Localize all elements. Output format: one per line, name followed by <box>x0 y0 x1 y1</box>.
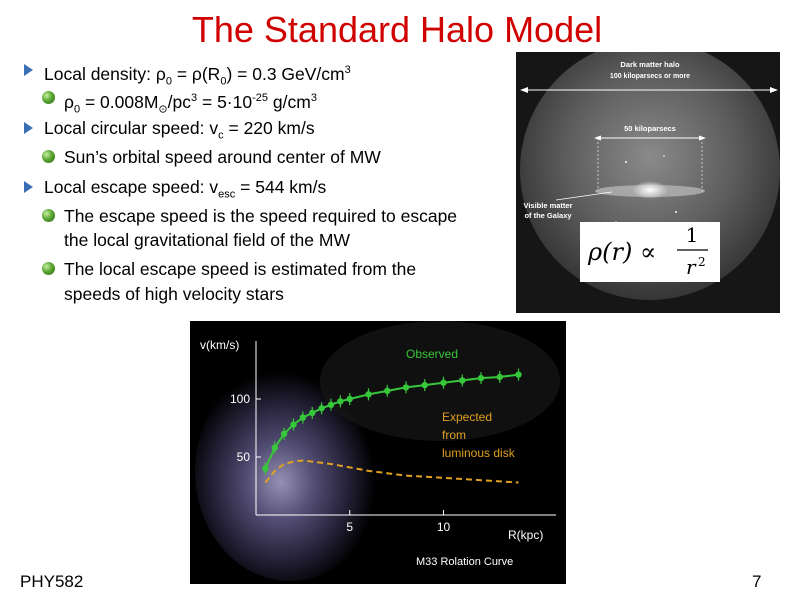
y-tick-label: 50 <box>237 450 251 464</box>
disk-label: 50 kiloparsecs <box>624 124 676 133</box>
observed-point <box>337 398 344 405</box>
background-haze <box>320 321 560 441</box>
observed-point <box>440 379 447 386</box>
observed-point <box>365 391 372 398</box>
green-bullet-icon <box>42 91 55 104</box>
green-bullet-icon <box>42 262 55 275</box>
visible-label-1: Visible matter <box>523 201 572 210</box>
observed-point <box>327 401 335 408</box>
y-axis-label: v(km/s) <box>200 338 239 352</box>
formula-lhs: ρ(r) ∝ <box>587 238 656 266</box>
bullet-escape-estimate-1: The local escape speed is estimated from… <box>64 259 417 279</box>
observed-point <box>290 421 297 428</box>
formula-denominator: r <box>686 255 697 279</box>
bullet-local-density: Local density: ρ0 = ρ(R0) = 0.3 GeV/cm3 <box>44 63 351 88</box>
x-tick-label: 5 <box>346 520 353 534</box>
arrowhead-right-icon <box>770 87 778 93</box>
observed-point <box>477 374 485 382</box>
observed-point <box>271 444 278 451</box>
bullet-escape-definition-1: The escape speed is the speed required t… <box>64 206 458 226</box>
arrowhead-left-icon <box>594 135 601 141</box>
star <box>675 211 677 213</box>
star <box>625 161 627 163</box>
course-code: PHY582 <box>20 572 84 591</box>
bullet-arrow-icon <box>24 122 33 134</box>
green-bullet-icon <box>42 150 55 163</box>
formula-exponent: 2 <box>698 255 706 269</box>
visible-matter-pointer <box>555 191 613 201</box>
bullet-circular-speed: Local circular speed: vc = 220 km/s <box>44 118 315 142</box>
observed-point <box>402 384 410 391</box>
observed-point <box>318 405 325 412</box>
legend-expected-2: from <box>442 428 466 442</box>
density-profile-formula: ρ(r) ∝ 1 r 2 <box>580 222 720 282</box>
bullet-sun-orbital-speed: Sun’s orbital speed around center of MW <box>64 147 381 167</box>
halo-label-2: 100 kiloparsecs or more <box>610 73 690 80</box>
observed-point <box>496 373 503 381</box>
arrowhead-left-icon <box>520 87 528 93</box>
observed-point <box>309 409 316 417</box>
bullet-density-units: ρ0 = 0.008M⊙/pc3 = 5·10-25 g/cm3 <box>64 91 317 116</box>
observed-point <box>421 381 428 389</box>
halo-label-1: Dark matter halo <box>620 60 680 69</box>
star <box>663 155 665 157</box>
green-bullet-icon <box>42 209 55 222</box>
chart-marks <box>262 368 522 484</box>
galaxy-core <box>632 181 668 199</box>
chart-caption: M33 Rolation Curve <box>416 556 513 568</box>
observed-point <box>280 430 288 437</box>
arrowhead-right-icon <box>699 135 706 141</box>
legend-observed: Observed <box>406 347 458 361</box>
bullet-escape-speed: Local escape speed: vesc = 544 km/s <box>44 177 327 201</box>
formula-background <box>580 222 720 282</box>
observed-point <box>515 371 522 378</box>
rotation-curve-chart: 5 10 100 50 v(km/s) R(kpc) Observed Expecte… <box>190 321 566 584</box>
rotation-curve-figure: 5 10 100 50 v(km/s) R(kpc) Observed Expecte… <box>190 321 566 584</box>
legend-expected-1: Expected <box>442 410 492 424</box>
bullet-escape-definition-2: the local gravitational field of the MW <box>64 230 350 250</box>
legend-expected-3: luminous disk <box>442 446 516 460</box>
bullet-arrow-icon <box>24 64 33 76</box>
observed-point <box>384 387 391 395</box>
slide-title: The Standard Halo Model <box>191 9 603 50</box>
x-axis-label: R(kpc) <box>508 528 543 542</box>
y-tick-label: 100 <box>230 392 250 406</box>
bullet-arrow-icon <box>24 181 33 193</box>
observed-point <box>262 465 269 472</box>
observed-point <box>299 414 307 421</box>
formula-numerator: 1 <box>686 223 699 247</box>
observed-point <box>459 377 466 384</box>
visible-label-2: of the Galaxy <box>524 211 572 220</box>
x-tick-label: 10 <box>437 520 451 534</box>
page-number: 7 <box>752 572 762 591</box>
chart-axes: 5 10 100 50 <box>230 341 556 534</box>
m33-galaxy-image <box>195 361 385 581</box>
expected-curve <box>264 459 519 484</box>
bullet-escape-estimate-2: speeds of high velocity stars <box>64 284 284 304</box>
observed-point <box>346 395 353 403</box>
